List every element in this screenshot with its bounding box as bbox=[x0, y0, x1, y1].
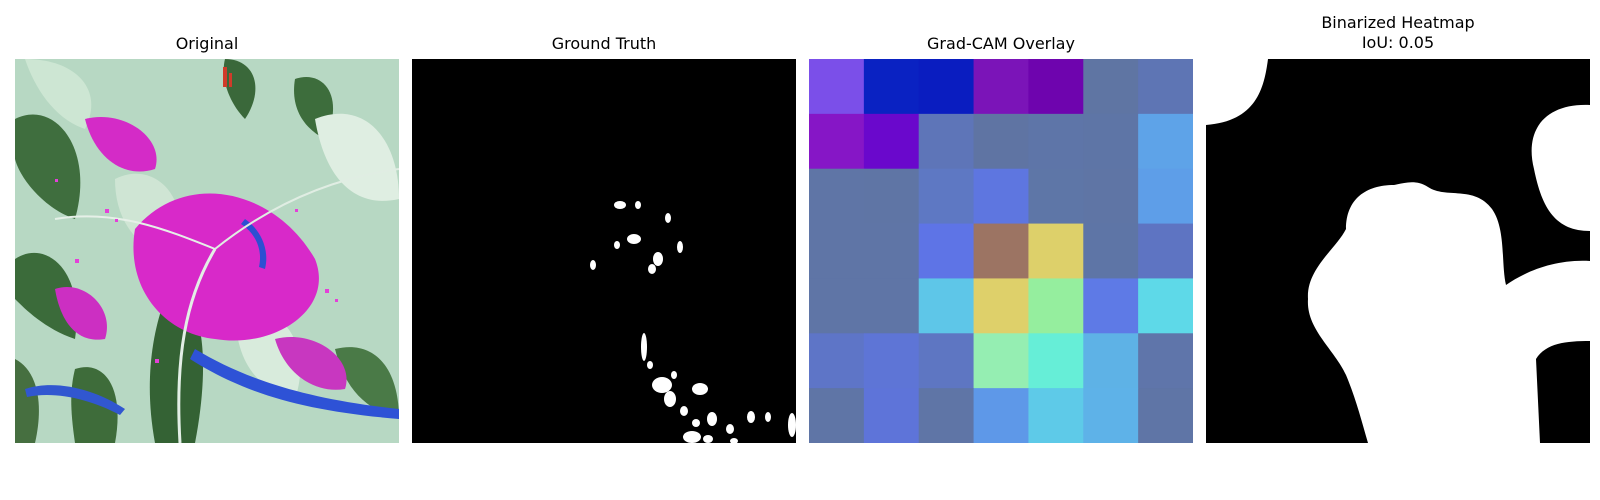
original-leaf-image bbox=[15, 59, 399, 443]
binarized-heatmap-mask bbox=[1206, 59, 1590, 443]
gradcam-overlay-image bbox=[809, 59, 1193, 443]
gradcam-cell bbox=[1083, 278, 1139, 334]
gradcam-cell bbox=[863, 333, 920, 389]
gradcam-cell bbox=[1083, 223, 1139, 279]
gradcam-cell bbox=[809, 333, 865, 389]
gradcam-cell bbox=[1028, 113, 1084, 170]
panel-title-gradcam-overlay: Grad-CAM Overlay bbox=[927, 34, 1075, 53]
binarized-heatmap-title: Binarized Heatmap bbox=[1321, 13, 1475, 32]
ground-truth-mask-image bbox=[412, 59, 796, 443]
panel-original: Original bbox=[15, 0, 399, 443]
panel-gradcam-overlay: Grad-CAM Overlay bbox=[809, 0, 1193, 443]
gradcam-cell bbox=[1083, 168, 1139, 225]
panel-binarized-heatmap: Binarized Heatmap IoU: 0.05 bbox=[1206, 0, 1590, 443]
gradcam-cell bbox=[1138, 113, 1193, 170]
gradcam-cell bbox=[863, 223, 920, 279]
gradcam-cell bbox=[1138, 223, 1193, 279]
gradcam-heatmap-grid bbox=[809, 59, 1193, 443]
gradcam-cell bbox=[973, 168, 1029, 225]
panel-title-original: Original bbox=[175, 34, 239, 53]
gradcam-cell bbox=[1083, 388, 1139, 443]
gradcam-cell bbox=[918, 223, 975, 279]
gradcam-cell bbox=[918, 113, 975, 170]
gradcam-cell bbox=[1083, 113, 1139, 170]
gradcam-cell bbox=[973, 223, 1029, 279]
binarized-heatmap-image bbox=[1206, 59, 1590, 443]
gradcam-cell bbox=[863, 59, 920, 115]
gradcam-cell bbox=[918, 278, 975, 334]
gradcam-cell bbox=[863, 278, 920, 334]
gradcam-cell bbox=[1028, 278, 1084, 334]
panel-title-binarized-heatmap: Binarized Heatmap IoU: 0.05 bbox=[1206, 13, 1590, 53]
gradcam-cell bbox=[973, 113, 1029, 170]
gradcam-cell bbox=[1028, 168, 1084, 225]
gradcam-cell bbox=[863, 113, 920, 170]
gradcam-cell bbox=[1028, 59, 1084, 115]
gradcam-cell bbox=[973, 333, 1029, 389]
panel-ground-truth: Ground Truth bbox=[412, 0, 796, 443]
iou-score-label: IoU: 0.05 bbox=[1361, 33, 1435, 52]
gradcam-cell bbox=[918, 168, 975, 225]
gradcam-cell bbox=[973, 388, 1029, 443]
original-image bbox=[15, 59, 399, 443]
gradcam-cell bbox=[863, 168, 920, 225]
gradcam-cell bbox=[1138, 333, 1193, 389]
gradcam-cell bbox=[809, 388, 865, 443]
gradcam-cell bbox=[973, 59, 1029, 115]
gradcam-cell bbox=[863, 388, 920, 443]
gradcam-cell bbox=[918, 388, 975, 443]
gradcam-cell bbox=[809, 113, 865, 170]
gradcam-cell bbox=[1028, 223, 1084, 279]
gradcam-cell bbox=[973, 278, 1029, 334]
gradcam-cell bbox=[918, 333, 975, 389]
gradcam-cell bbox=[1138, 168, 1193, 225]
gradcam-cell bbox=[1138, 59, 1193, 115]
gradcam-cell bbox=[809, 168, 865, 225]
gradcam-cell bbox=[1028, 333, 1084, 389]
gradcam-cell bbox=[1138, 278, 1193, 334]
ground-truth-mask bbox=[412, 59, 796, 443]
gradcam-cell bbox=[1138, 388, 1193, 443]
gradcam-cell bbox=[918, 59, 975, 115]
gradcam-cell bbox=[809, 278, 865, 334]
panel-title-ground-truth: Ground Truth bbox=[551, 34, 657, 53]
gradcam-cell bbox=[1028, 388, 1084, 443]
gradcam-cell bbox=[1083, 59, 1139, 115]
gradcam-cell bbox=[809, 59, 865, 115]
gradcam-cell bbox=[1083, 333, 1139, 389]
gradcam-cell bbox=[809, 223, 865, 279]
